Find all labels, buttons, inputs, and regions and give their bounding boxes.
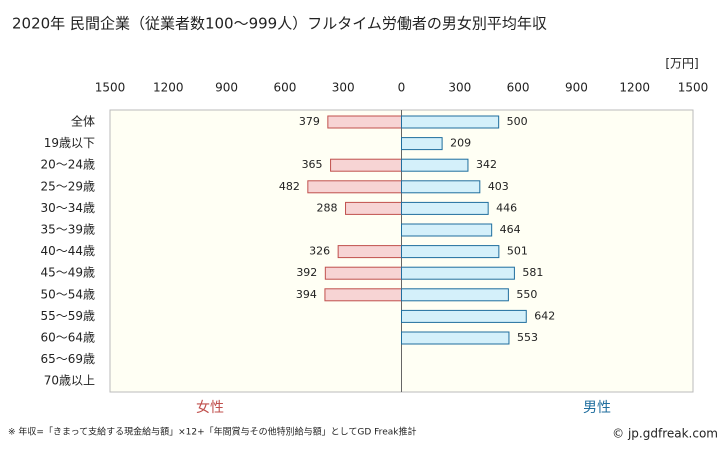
x-tick-label: 300	[448, 81, 471, 95]
bar	[401, 266, 515, 280]
bar	[401, 245, 500, 259]
bar	[401, 223, 493, 237]
x-tick-label: 0	[398, 81, 406, 95]
y-tick-label: 40～44歳	[40, 244, 95, 258]
y-tick-label: 65～69歳	[40, 352, 95, 366]
y-tick-label: 45～49歳	[40, 266, 95, 280]
data-label: 342	[476, 158, 497, 171]
bar	[324, 288, 403, 302]
x-tick-label: 1500	[678, 81, 709, 95]
data-label: 482	[279, 180, 300, 193]
bar	[401, 158, 469, 172]
data-label: 365	[302, 158, 323, 171]
data-label: 446	[496, 201, 517, 214]
footnote: ※ 年収=「きまって支給する現金給与額」×12+「年間賞与その他特別給与額」とし…	[8, 426, 416, 438]
data-label: 581	[522, 266, 543, 279]
legend-label: 男性	[583, 400, 611, 416]
x-tick-label: 1200	[619, 81, 650, 95]
y-tick-label: 35～39歳	[40, 223, 95, 237]
x-tick-label: 900	[565, 81, 588, 95]
x-tick-label: 900	[215, 81, 238, 95]
data-label: 288	[317, 201, 338, 214]
y-tick-label: 30～34歳	[40, 201, 95, 215]
data-label: 379	[299, 115, 320, 128]
credit: © jp.gdfreak.com	[612, 427, 718, 441]
data-label: 392	[296, 266, 317, 279]
data-label: 464	[500, 223, 521, 236]
y-tick-label: 55～59歳	[40, 309, 95, 323]
unit-label: [万円]	[665, 57, 698, 71]
y-tick-label: 全体	[71, 114, 95, 129]
data-label: 326	[309, 245, 330, 258]
y-tick-label: 50～54歳	[40, 287, 95, 301]
data-label: 394	[296, 288, 317, 301]
bar	[401, 137, 443, 151]
bar	[337, 245, 403, 259]
legend-label: 女性	[196, 399, 224, 416]
bar	[401, 288, 509, 302]
data-label: 403	[488, 180, 509, 193]
bar	[324, 266, 402, 280]
data-label: 500	[507, 115, 528, 128]
data-label: 209	[450, 137, 471, 150]
x-tick-label: 600	[507, 81, 530, 95]
y-tick-label: 25～29歳	[40, 179, 95, 193]
x-tick-label: 1500	[95, 81, 126, 95]
data-label: 501	[507, 245, 528, 258]
x-tick-label: 300	[332, 81, 355, 95]
bar	[345, 201, 403, 215]
bar	[401, 115, 500, 129]
bar	[401, 201, 489, 215]
bar	[401, 309, 527, 323]
data-label: 550	[516, 288, 537, 301]
y-tick-label: 60～64歳	[40, 331, 95, 345]
chart-title: 2020年 民間企業（従業者数100～999人）フルタイム労働者の男女別平均年収	[12, 15, 547, 33]
bar	[327, 115, 402, 129]
data-label: 642	[534, 309, 555, 322]
x-tick-label: 1200	[153, 81, 184, 95]
y-tick-label: 70歳以上	[44, 374, 95, 388]
bar	[401, 331, 510, 345]
y-tick-label: 20～24歳	[40, 158, 95, 172]
y-tick-label: 19歳以下	[44, 136, 95, 150]
x-tick-label: 600	[273, 81, 296, 95]
bar	[330, 158, 402, 172]
bar	[401, 180, 481, 194]
data-label: 553	[517, 331, 538, 344]
bar	[307, 180, 402, 194]
